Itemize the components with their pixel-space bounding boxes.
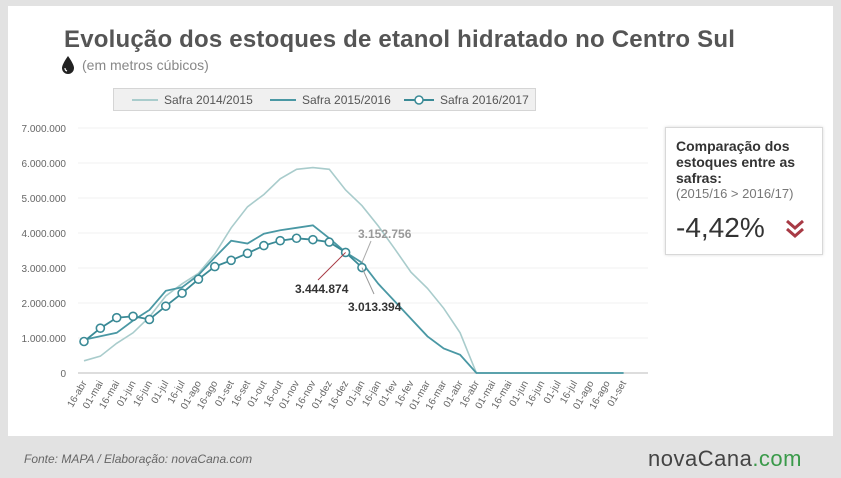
data-point [111, 312, 122, 323]
y-tick-label: 7.000.000 [22, 124, 67, 135]
chart-subtitle: (em metros cúbicos) [82, 57, 209, 73]
series-line-1 [83, 224, 624, 374]
data-point [226, 255, 236, 266]
y-tick-label: 4.000.000 [22, 229, 67, 240]
y-tick-label: 5.000.000 [22, 194, 67, 205]
data-point [308, 234, 318, 245]
y-tick-label: 1.000.000 [22, 334, 67, 345]
annotation-label: 3.152.756 [358, 227, 412, 241]
drop-icon [62, 56, 74, 74]
data-point [275, 235, 286, 246]
data-point [324, 237, 335, 247]
legend-swatch-2016-2017 [404, 94, 434, 105]
data-point [242, 248, 253, 259]
annotation-leader [361, 267, 375, 295]
data-point [95, 323, 106, 334]
comparison-box: Comparação dos estoques entre as safras:… [665, 127, 823, 255]
legend-item-2014-2015: Safra 2014/2015 [132, 89, 253, 110]
legend-label: Safra 2015/2016 [302, 92, 391, 107]
annotation-label: 3.444.874 [295, 282, 349, 296]
novacana-logo: novaCana.com [648, 446, 802, 472]
annotation-leader [317, 252, 346, 281]
legend-item-2016-2017: Safra 2016/2017 [404, 89, 529, 110]
y-tick-label: 6.000.000 [22, 159, 67, 170]
legend: Safra 2014/2015 Safra 2015/2016 Safra 20… [113, 88, 536, 111]
y-tick-label: 3.000.000 [22, 264, 67, 275]
data-point [144, 314, 155, 325]
data-point [291, 233, 302, 244]
annotation-label: 3.013.394 [348, 300, 402, 314]
legend-item-2015-2016: Safra 2015/2016 [270, 89, 391, 110]
legend-swatch-2014-2015 [132, 98, 158, 101]
subtitle-row: (em metros cúbicos) [62, 55, 209, 75]
legend-swatch-2015-2016 [270, 98, 296, 101]
annotation-leader [361, 240, 372, 263]
data-point [177, 288, 187, 299]
double-chevron-down-icon [786, 219, 804, 238]
comparison-title: Comparação dos estoques entre as safras: [676, 138, 796, 186]
comparison-detail: (2015/16 > 2016/17) [676, 186, 794, 201]
data-point [193, 274, 204, 285]
legend-label: Safra 2014/2015 [164, 92, 253, 107]
data-point [79, 336, 89, 347]
data-point [128, 311, 138, 322]
data-point [210, 261, 220, 272]
legend-label: Safra 2016/2017 [440, 92, 529, 107]
chart-title: Evolução dos estoques de etanol hidratad… [64, 26, 736, 53]
data-point [259, 240, 269, 251]
logo-main: novaCana [648, 446, 753, 471]
logo-suffix: .com [752, 446, 802, 471]
footer-source: Fonte: MAPA / Elaboração: novaCana.com [24, 452, 253, 466]
comparison-value: -4,42% [676, 212, 765, 243]
y-tick-label: 0 [60, 369, 66, 380]
y-tick-label: 2.000.000 [22, 299, 67, 310]
data-point [160, 301, 171, 311]
